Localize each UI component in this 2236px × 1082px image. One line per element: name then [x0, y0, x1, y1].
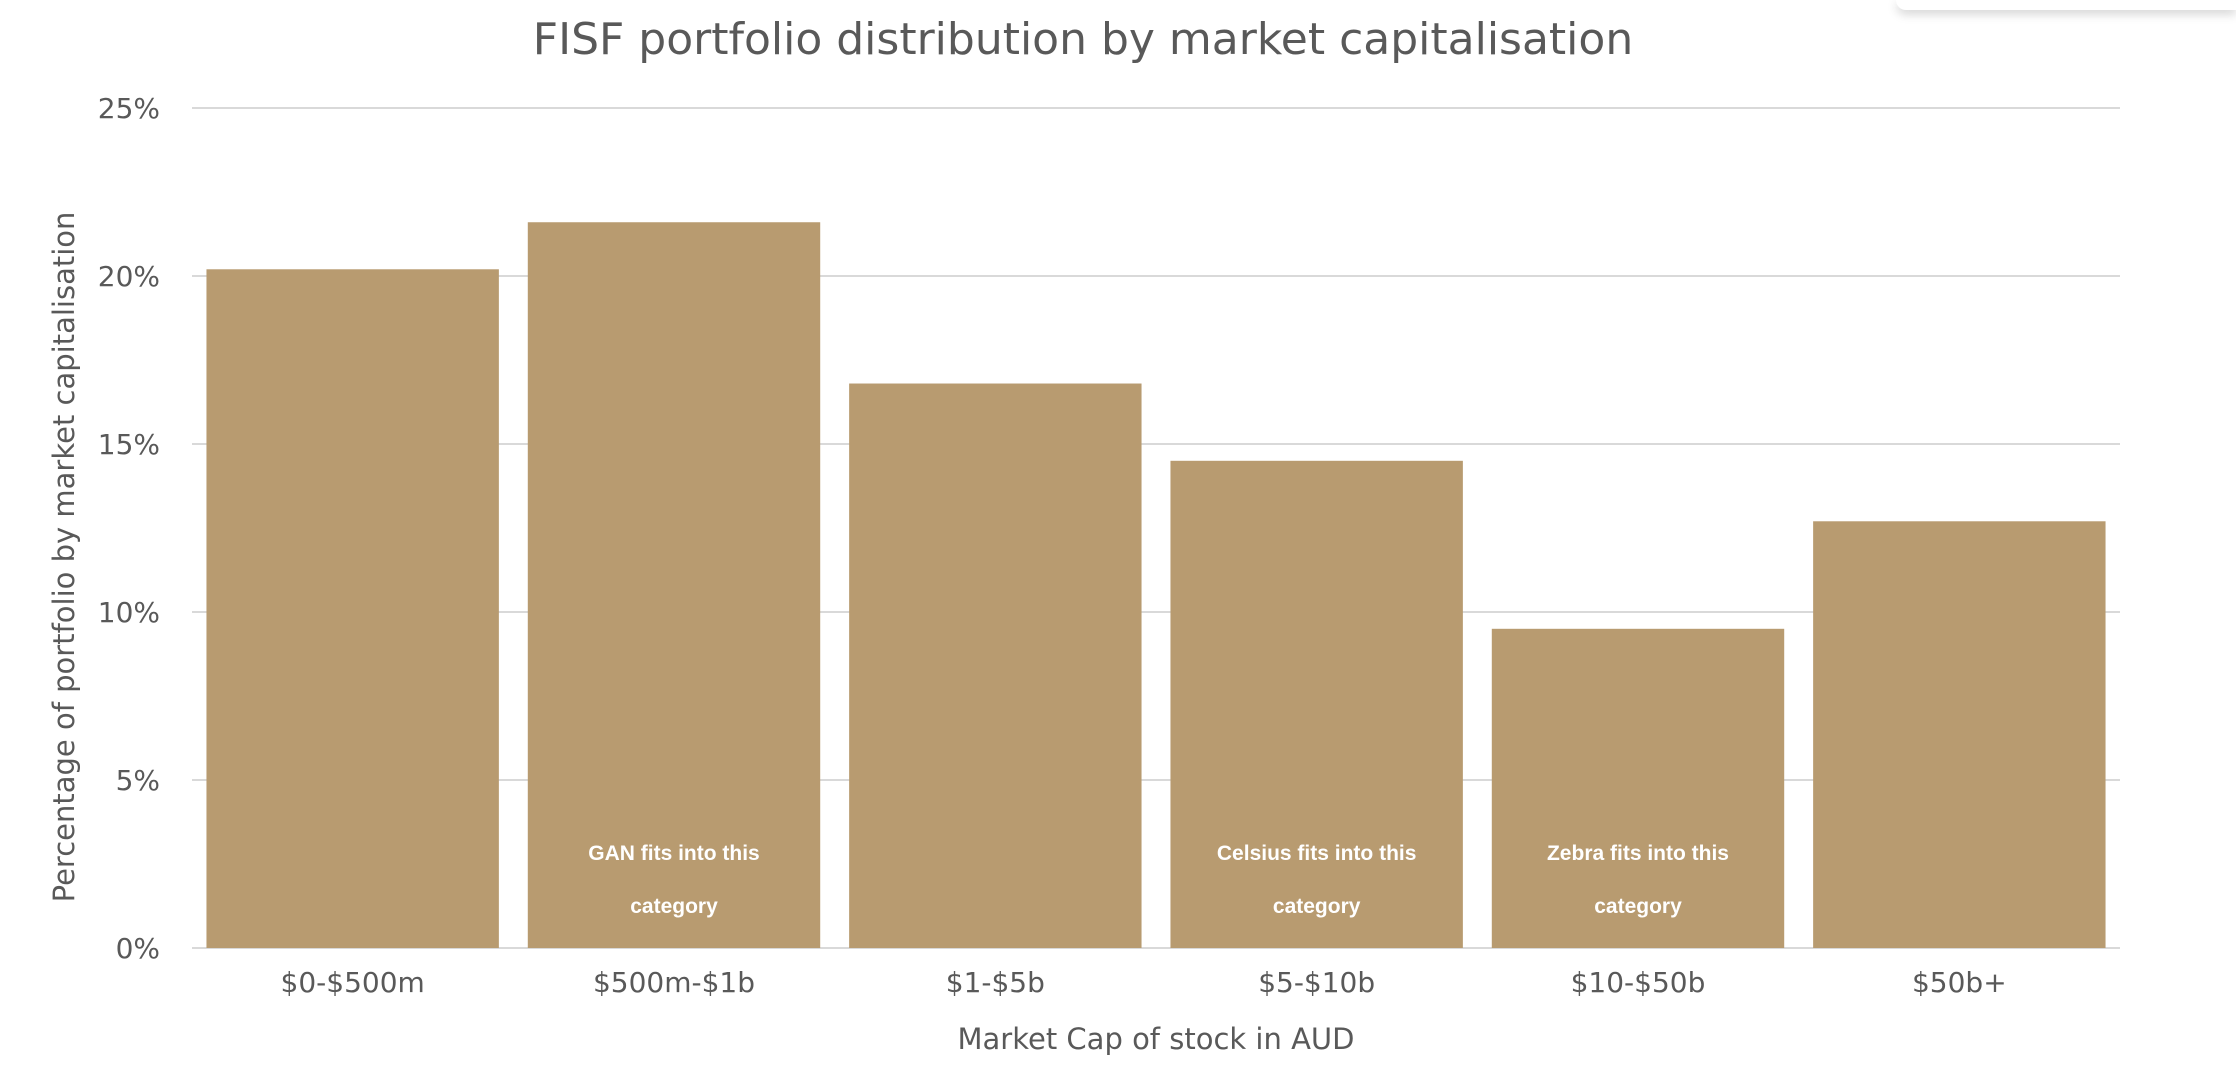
- y-axis-label: Percentage of portfolio by market capita…: [47, 212, 81, 903]
- x-tick-label: $0-$500m: [281, 966, 425, 999]
- y-tick-label: 20%: [98, 260, 160, 293]
- bars: [206, 222, 2106, 949]
- bar-annotation-text: category: [630, 895, 718, 918]
- chart-title: FISF portfolio distribution by market ca…: [533, 14, 1633, 65]
- bar-annotation-text: category: [1594, 895, 1682, 918]
- bar-annotation-text: GAN fits into this: [588, 842, 760, 865]
- bar: [849, 383, 1142, 948]
- bar: [1491, 628, 1785, 948]
- y-tick-label: 25%: [98, 92, 160, 125]
- x-axis-label: Market Cap of stock in AUD: [958, 1022, 1355, 1056]
- x-tick-label: $5-$10b: [1258, 966, 1375, 999]
- gridlines: [192, 107, 2120, 949]
- bar: [527, 222, 821, 949]
- x-tick-label: $10-$50b: [1571, 966, 1706, 999]
- y-tick-label: 5%: [116, 764, 160, 797]
- y-tick-label: 0%: [116, 932, 160, 965]
- x-tick-label: $1-$5b: [946, 966, 1045, 999]
- y-tick-label: 15%: [98, 428, 160, 461]
- bar: [1170, 460, 1463, 948]
- y-axis-ticks: 0% 5% 10% 15% 20% 25%: [98, 92, 160, 965]
- bar: [1813, 521, 2106, 948]
- bar-annotation-text: category: [1273, 895, 1361, 918]
- x-axis-ticks: $0-$500m $500m-$1b $1-$5b $5-$10b $10-$50b $5…: [281, 966, 2007, 999]
- window-edge-shadow: [1896, 0, 2236, 10]
- bar-annotation-text: Zebra fits into this: [1547, 842, 1729, 865]
- x-tick-label: $50b+: [1912, 966, 2007, 999]
- bar: [206, 269, 499, 948]
- x-tick-label: $500m-$1b: [593, 966, 755, 999]
- y-tick-label: 10%: [98, 596, 160, 629]
- bar-annotations: GAN fits into this category Celsius fits i…: [588, 842, 1729, 918]
- bar-annotation-text: Celsius fits into this: [1217, 842, 1417, 865]
